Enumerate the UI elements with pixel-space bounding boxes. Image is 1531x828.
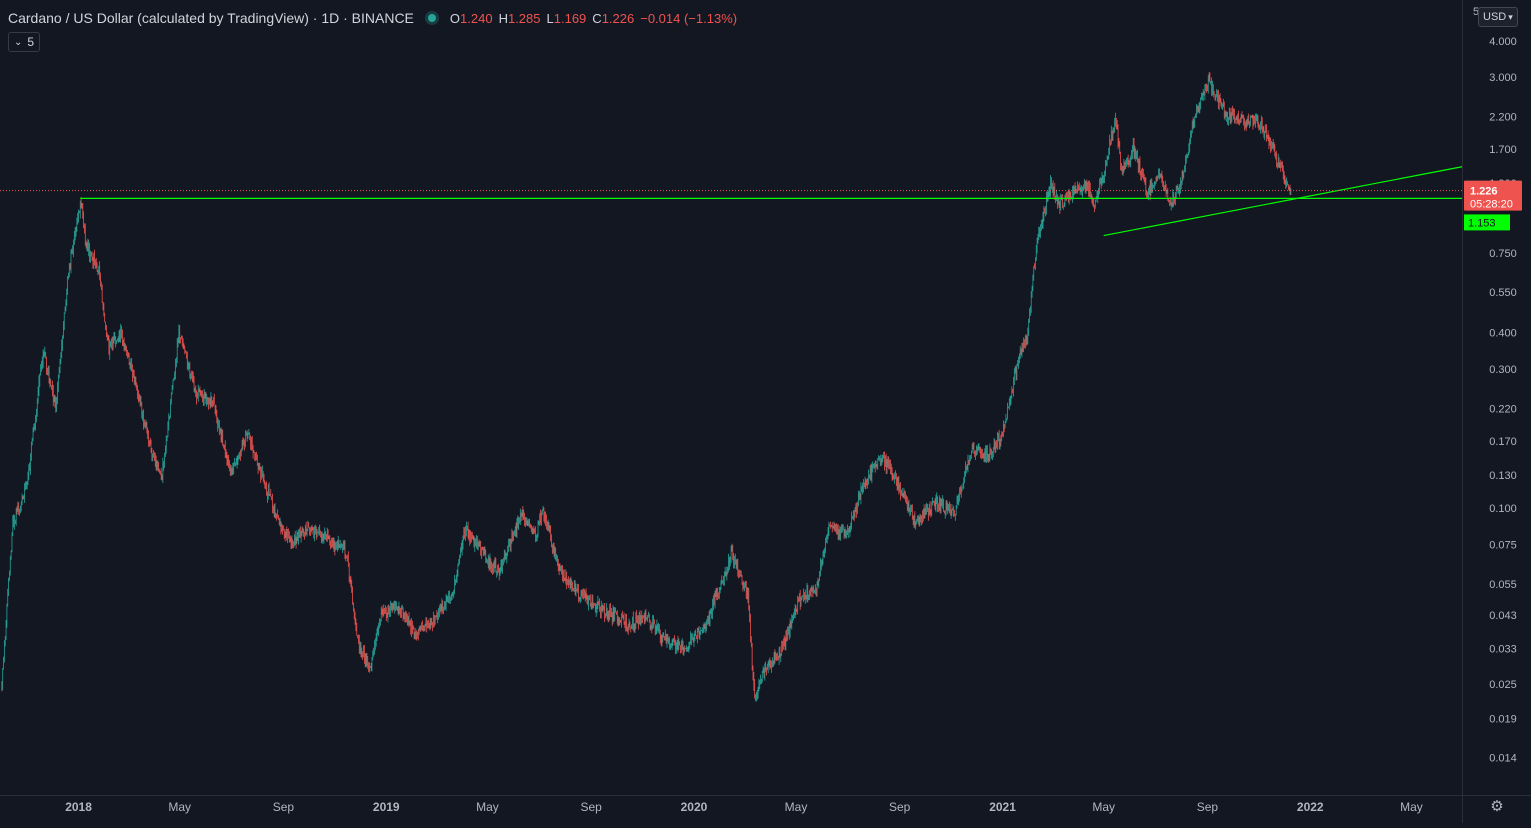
- rising-trendline[interactable]: [1103, 166, 1463, 237]
- time-tick-label: Sep: [1197, 800, 1219, 814]
- chart-legend: Cardano / US Dollar (calculated by Tradi…: [8, 8, 737, 28]
- price-tick-label: 0.025: [1489, 679, 1517, 691]
- low-label: L: [546, 10, 554, 26]
- level-badge: [1464, 214, 1510, 231]
- price-tick-label: 0.550: [1489, 287, 1517, 299]
- time-tick-label: May: [476, 800, 499, 814]
- open-value: 1.240: [460, 10, 493, 26]
- drawings-layer[interactable]: [0, 166, 1463, 237]
- time-tick-label: May: [168, 800, 191, 814]
- indicators-toggle-button[interactable]: ⌄ 5: [8, 32, 41, 52]
- bar-countdown: 05:28:20: [1470, 199, 1513, 211]
- price-tick-label: 0.220: [1489, 403, 1517, 415]
- change-value: −0.014 (−1.13%): [640, 10, 738, 26]
- currency-select[interactable]: USD ▾: [1478, 7, 1518, 27]
- high-label: H: [498, 10, 508, 26]
- price-tick-label: 0.130: [1489, 470, 1517, 482]
- market-status-icon[interactable]: [427, 14, 436, 22]
- last-price-value: 1.226: [1470, 186, 1498, 198]
- time-tick-label: Sep: [889, 800, 911, 814]
- time-tick-label: Sep: [580, 800, 602, 814]
- price-tick-label: 0.043: [1489, 610, 1517, 622]
- price-tick-label: 0.170: [1489, 436, 1517, 448]
- close-value: 1.226: [601, 10, 635, 26]
- indicator-count: 5: [27, 35, 35, 49]
- price-tick-label: 3.000: [1489, 72, 1517, 84]
- low-value: 1.169: [553, 10, 587, 26]
- symbol-title[interactable]: Cardano / US Dollar (calculated by Tradi…: [8, 10, 414, 26]
- time-tick-label: May: [1092, 800, 1115, 814]
- open-label: O: [449, 10, 461, 26]
- price-tick-label: 0.100: [1489, 503, 1517, 515]
- price-axis[interactable]: [1463, 0, 1531, 823]
- level-badge-value: 1.153: [1468, 217, 1496, 229]
- price-tick-label: 4.000: [1489, 36, 1517, 48]
- price-tick-label: 0.750: [1489, 248, 1517, 260]
- gear-icon[interactable]: ⚙: [1490, 798, 1504, 815]
- last-price-badge: [1464, 180, 1522, 211]
- chevron-down-icon: ⌄: [14, 36, 23, 48]
- price-tick-label: 0.014: [1489, 752, 1517, 764]
- time-tick-label: May: [785, 800, 808, 814]
- time-tick-label: 2020: [681, 800, 708, 814]
- price-tick-label: 2.200: [1489, 112, 1517, 124]
- price-tick-label: 0.300: [1489, 364, 1517, 376]
- price-tick-label: 1.700: [1489, 144, 1517, 156]
- price-tick-label: 0.033: [1489, 644, 1517, 656]
- price-tick-label: 0.055: [1489, 579, 1517, 591]
- high-value: 1.285: [507, 10, 541, 26]
- price-tick-label: 0.075: [1489, 540, 1517, 552]
- time-tick-label: May: [1400, 800, 1423, 814]
- time-tick-label: 2021: [989, 800, 1016, 814]
- price-axis-top-label: 5: [1473, 6, 1479, 18]
- time-tick-label: 2019: [373, 800, 400, 814]
- currency-label: USD: [1483, 11, 1507, 23]
- candles-layer: [1, 72, 1292, 702]
- time-tick-label: 2022: [1297, 800, 1324, 814]
- close-label: C: [592, 10, 602, 26]
- chevron-down-icon: ▾: [1508, 11, 1513, 22]
- time-tick-label: 2018: [65, 800, 92, 814]
- price-tick-label: 0.019: [1489, 714, 1517, 726]
- price-tick-label: 0.400: [1489, 328, 1517, 340]
- ohlc-values: O1.240 H1.285 L1.169 C1.226 −0.014 (−1.1…: [450, 11, 737, 26]
- time-tick-label: Sep: [273, 800, 295, 814]
